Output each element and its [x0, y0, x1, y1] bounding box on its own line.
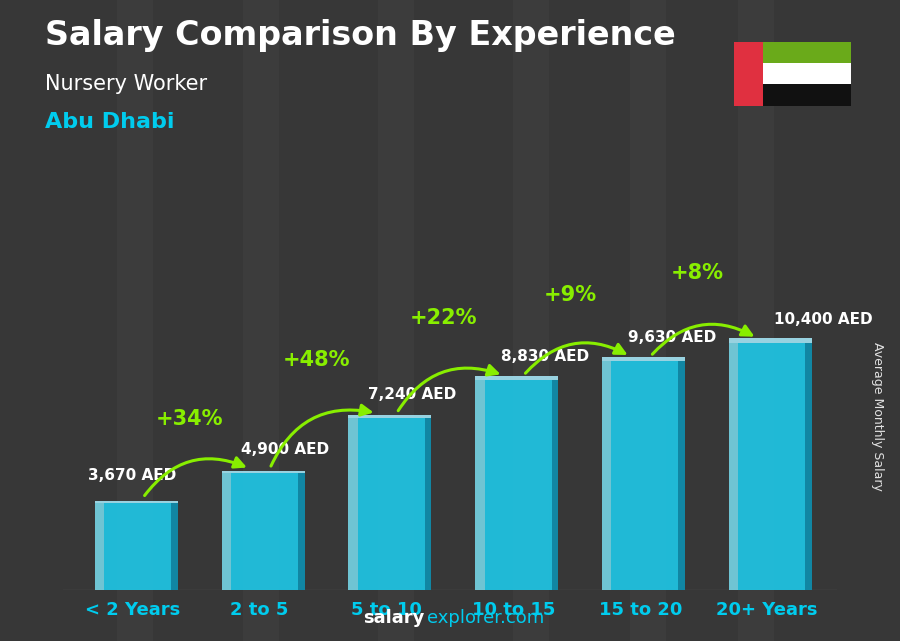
Bar	[611, 361, 679, 590]
Text: 9,630 AED: 9,630 AED	[627, 330, 716, 345]
Bar	[602, 361, 611, 590]
Text: salary: salary	[364, 609, 425, 627]
Text: +48%: +48%	[283, 349, 350, 369]
Text: Average Monthly Salary: Average Monthly Salary	[871, 342, 884, 491]
Bar	[602, 357, 685, 361]
Text: 8,830 AED: 8,830 AED	[500, 349, 589, 364]
Bar	[104, 503, 171, 590]
Text: Salary Comparison By Experience: Salary Comparison By Experience	[45, 19, 676, 52]
Bar	[729, 338, 812, 343]
Text: Nursery Worker: Nursery Worker	[45, 74, 207, 94]
Text: explorer.com: explorer.com	[427, 609, 544, 627]
Text: +8%: +8%	[670, 263, 724, 283]
Bar	[425, 418, 431, 590]
Bar	[357, 418, 425, 590]
Bar	[679, 361, 685, 590]
Bar	[298, 474, 304, 590]
Bar	[734, 42, 763, 106]
Bar	[117, 0, 153, 641]
Text: 4,900 AED: 4,900 AED	[240, 442, 328, 458]
Bar	[513, 0, 549, 641]
Text: 10,400 AED: 10,400 AED	[774, 312, 872, 327]
Bar	[171, 503, 177, 590]
Bar	[94, 501, 177, 503]
Bar	[552, 380, 558, 590]
Bar	[738, 0, 774, 641]
Bar	[806, 343, 812, 590]
Bar	[94, 503, 104, 590]
Bar	[763, 63, 850, 85]
Bar	[221, 474, 230, 590]
Bar	[230, 474, 298, 590]
Bar	[378, 0, 414, 641]
Text: +9%: +9%	[544, 285, 597, 305]
Bar	[221, 471, 304, 474]
Text: +34%: +34%	[156, 409, 223, 429]
Text: Abu Dhabi: Abu Dhabi	[45, 112, 175, 132]
Bar	[475, 380, 484, 590]
Text: 3,670 AED: 3,670 AED	[88, 469, 176, 483]
Bar	[630, 0, 666, 641]
Bar	[763, 85, 850, 106]
Bar	[348, 418, 357, 590]
Bar	[738, 343, 806, 590]
Bar	[763, 42, 850, 63]
Text: 7,240 AED: 7,240 AED	[367, 387, 455, 402]
Bar	[243, 0, 279, 641]
Bar	[484, 380, 552, 590]
Bar	[475, 376, 558, 380]
Bar	[348, 415, 431, 418]
Bar	[729, 343, 738, 590]
Text: +22%: +22%	[410, 308, 477, 328]
